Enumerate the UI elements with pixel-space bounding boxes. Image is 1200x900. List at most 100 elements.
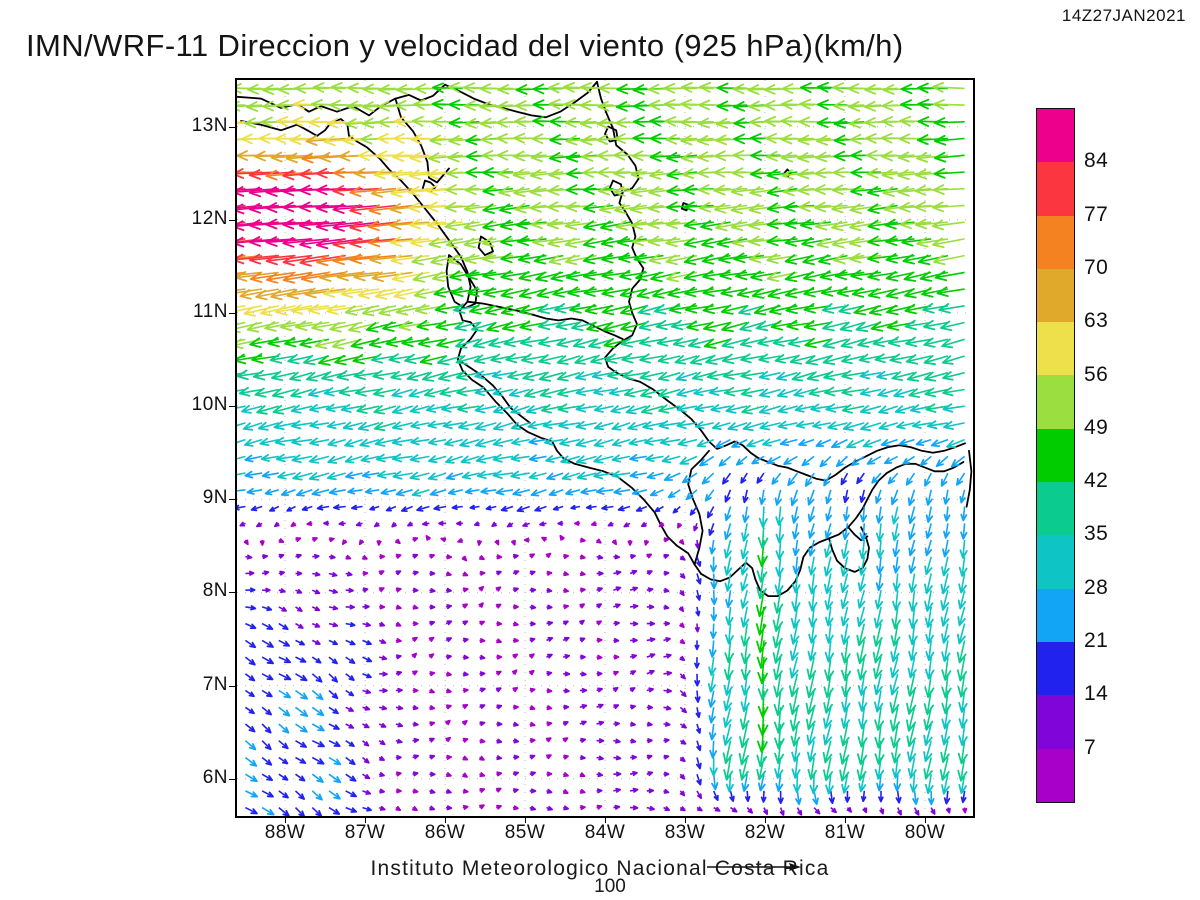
- wind-vector: [760, 556, 765, 582]
- wind-vector-head: [266, 657, 274, 665]
- wind-vector: [511, 472, 530, 477]
- wind-vector: [874, 640, 882, 663]
- wind-vector-head: [372, 370, 384, 380]
- wind-vector-head: [366, 640, 372, 646]
- wind-vector-head: [890, 667, 900, 679]
- wind-vector-head: [575, 438, 587, 448]
- wind-vector-head: [538, 354, 551, 365]
- wind-vector-head: [258, 133, 271, 144]
- wind-vector-head: [332, 254, 345, 266]
- wind-vector: [557, 338, 581, 346]
- wind-vector-head: [933, 254, 946, 266]
- wind-vector: [794, 757, 799, 778]
- wind-vector: [614, 489, 631, 494]
- wind-vector-head: [421, 371, 435, 382]
- wind-vector-head: [532, 115, 545, 127]
- wind-vector-head: [747, 84, 760, 95]
- wind-vector: [860, 371, 882, 377]
- wind-vector: [444, 438, 464, 445]
- wind-vector-head: [614, 554, 620, 560]
- wind-vector-head: [757, 554, 768, 568]
- wind-vector-head: [730, 203, 743, 215]
- wind-vector-head: [496, 704, 503, 710]
- wind-vector: [658, 405, 681, 412]
- wind-vector-head: [858, 701, 868, 712]
- wind-vector-head: [874, 599, 884, 610]
- wind-vector-head: [513, 587, 519, 593]
- wind-vector: [711, 740, 715, 758]
- wind-vector: [668, 489, 681, 498]
- wind-vector: [793, 523, 799, 539]
- wind-vector-head: [885, 253, 898, 264]
- wind-vector: [511, 422, 530, 429]
- wind-vector-head: [338, 150, 351, 162]
- wind-vector: [699, 204, 731, 209]
- wind-vector-head: [580, 755, 586, 761]
- wind-vector-head: [473, 521, 480, 527]
- wind-vector: [781, 154, 815, 159]
- wind-vector-head: [631, 654, 637, 659]
- wind-vector: [724, 707, 732, 728]
- wind-vector-head: [841, 701, 851, 713]
- wind-vector-head: [825, 513, 833, 522]
- wind-vector-head: [327, 455, 338, 464]
- wind-vector-head: [562, 789, 569, 794]
- wind-vector-head: [348, 691, 355, 697]
- wind-vector-head: [482, 220, 495, 232]
- wind-vector-head: [792, 784, 802, 794]
- wind-vector-head: [723, 386, 736, 397]
- wind-vector-head: [480, 487, 489, 495]
- wind-vector: [540, 388, 564, 397]
- wind-vector-head: [333, 504, 340, 511]
- wind-vector-head: [923, 319, 936, 331]
- wind-vector-head: [546, 570, 553, 576]
- wind-vector-head: [696, 439, 707, 448]
- wind-vector-head: [956, 477, 963, 486]
- wind-vector: [933, 103, 965, 106]
- wind-vector-head: [522, 522, 528, 527]
- wind-vector: [831, 438, 848, 448]
- wind-vector: [805, 338, 831, 347]
- wind-vector: [278, 706, 290, 717]
- wind-vector-head: [611, 470, 621, 479]
- wind-vector-head: [773, 602, 784, 614]
- wind-vector-head: [780, 151, 794, 163]
- wind-vector-head: [941, 669, 952, 681]
- wind-vector-head: [958, 735, 968, 746]
- wind-vector: [739, 321, 765, 331]
- wind-vector-head: [282, 273, 296, 284]
- wind-vector-head: [447, 151, 460, 163]
- wind-vector-head: [433, 287, 446, 298]
- wind-vector-head: [506, 522, 513, 528]
- wind-vector-head: [884, 457, 893, 465]
- wind-vector-head: [286, 506, 293, 512]
- wind-vector-head: [725, 404, 737, 414]
- wind-vector-head: [781, 83, 794, 94]
- wind-vector-head: [808, 547, 816, 557]
- wind-vector-head: [860, 422, 871, 432]
- wind-vector: [878, 556, 882, 574]
- wind-vector: [816, 438, 832, 447]
- wind-vector-head: [793, 388, 805, 398]
- wind-vector: [237, 204, 246, 207]
- wind-vector-head: [632, 805, 639, 811]
- wind-vector-head: [923, 703, 934, 716]
- wind-vector-head: [941, 702, 952, 715]
- wind-vector: [690, 355, 714, 364]
- wind-vector: [292, 472, 313, 480]
- wind-vector: [940, 321, 965, 329]
- wind-vector: [935, 271, 965, 279]
- wind-vector-head: [409, 405, 420, 414]
- wind-vector-head: [744, 796, 751, 803]
- wind-vector: [630, 187, 664, 194]
- wind-vector-head: [283, 691, 292, 699]
- wind-vector-head: [391, 437, 403, 446]
- wind-vector-head: [925, 784, 934, 794]
- wind-vector-head: [546, 688, 553, 694]
- wind-vector: [910, 556, 916, 574]
- wind-vector: [738, 305, 765, 314]
- wind-vector: [810, 623, 815, 644]
- wind-vector-head: [292, 471, 303, 481]
- wind-vector-head: [379, 756, 385, 761]
- wind-vector-head: [631, 235, 644, 247]
